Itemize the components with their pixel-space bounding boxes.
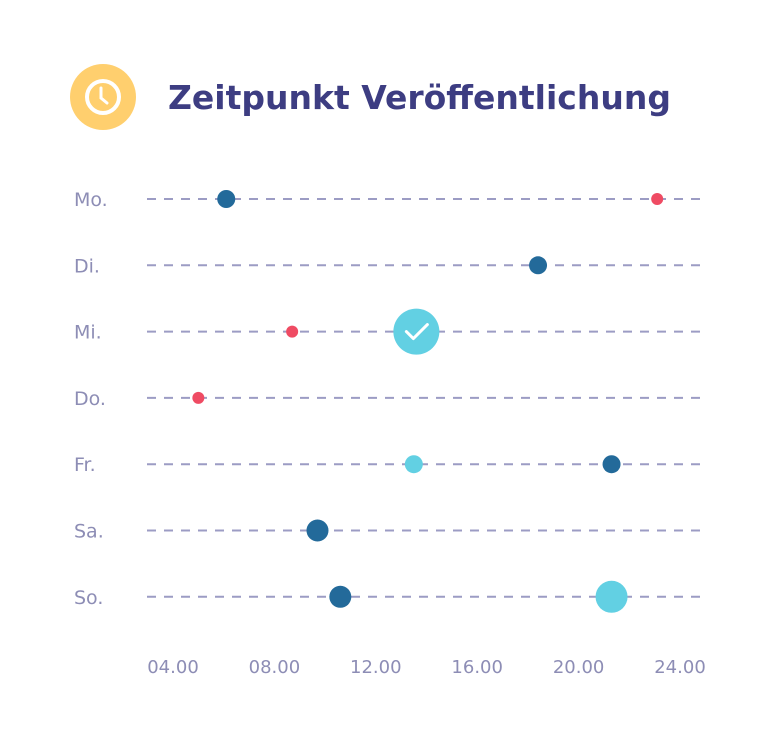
data-point-red xyxy=(192,391,205,404)
x-tick-label: 16.00 xyxy=(451,657,503,678)
day-label: So. xyxy=(74,587,103,609)
data-point-cyan xyxy=(393,308,440,355)
day-label: Mi. xyxy=(74,322,102,344)
day-label: Fr. xyxy=(74,454,96,476)
day-label: Mo. xyxy=(74,189,108,211)
data-point-cyan xyxy=(404,455,423,474)
clock-icon xyxy=(70,64,136,130)
point-circle xyxy=(393,308,440,355)
point-circle xyxy=(651,193,664,205)
data-point-red xyxy=(286,325,299,338)
x-tick-label: 12.00 xyxy=(350,657,402,678)
data-point-dark xyxy=(329,585,352,608)
point-circle xyxy=(217,190,236,208)
x-tick-label: 08.00 xyxy=(249,657,301,678)
point-circle xyxy=(286,325,299,338)
x-tick-label: 04.00 xyxy=(147,657,199,678)
point-circle xyxy=(306,519,329,542)
chart-title: Zeitpunkt Veröffentlichung xyxy=(168,78,671,117)
day-label: Di. xyxy=(74,255,100,277)
x-tick-label: 24.00 xyxy=(654,657,706,678)
x-tick-label: 20.00 xyxy=(553,657,605,678)
point-circle xyxy=(192,391,205,404)
data-point-dark xyxy=(602,455,621,474)
point-circle xyxy=(595,580,628,613)
point-circle xyxy=(602,455,621,474)
point-circle xyxy=(404,455,423,474)
data-point-red xyxy=(651,193,664,205)
check-icon xyxy=(404,323,429,341)
day-label: Do. xyxy=(74,388,106,410)
point-circle xyxy=(329,585,352,608)
data-point-dark xyxy=(306,519,329,542)
data-point-cyan xyxy=(595,580,628,613)
point-circle xyxy=(529,256,548,275)
data-point-dark xyxy=(529,256,548,275)
data-point-dark xyxy=(217,190,236,208)
day-label: Sa. xyxy=(74,521,104,543)
